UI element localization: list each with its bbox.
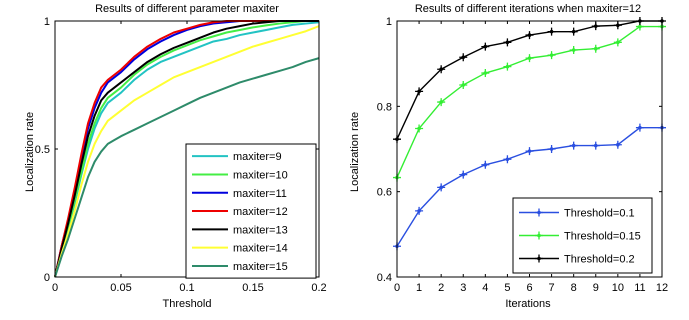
data-point (569, 141, 578, 150)
data-point (481, 42, 490, 51)
x-tick-label: 6 (526, 282, 532, 294)
chart-right-title: Results of different iterations when max… (415, 3, 641, 15)
chart-right-xlabel: Iterations (505, 298, 551, 310)
data-point (437, 183, 446, 192)
y-tick-label: 0.4 (377, 272, 392, 284)
chart-left-xlabel: Threshold (163, 298, 212, 310)
x-tick-label: 12 (656, 282, 668, 294)
y-tick-label: 1 (44, 16, 50, 28)
legend-label: maxiter=10 (233, 169, 288, 181)
y-tick-label: 0.8 (377, 101, 392, 113)
data-point (547, 51, 556, 60)
chart-left-ylabel: Localization rate (24, 112, 36, 192)
y-tick-label: 1 (386, 16, 392, 28)
data-point (613, 38, 622, 47)
data-point (525, 54, 534, 63)
data-point (437, 98, 446, 107)
x-tick-label: 4 (482, 282, 488, 294)
data-point (459, 170, 468, 179)
x-tick-label: 0.05 (110, 282, 131, 294)
x-tick-label: 2 (438, 282, 444, 294)
y-tick-label: 0.5 (35, 144, 50, 156)
x-tick-label: 7 (549, 282, 555, 294)
legend-label: Threshold=0.2 (564, 254, 635, 266)
data-point (613, 140, 622, 149)
data-point (525, 147, 534, 156)
x-tick-label: 9 (593, 282, 599, 294)
data-point (503, 38, 512, 47)
data-point (591, 22, 600, 31)
x-tick-label: 5 (504, 282, 510, 294)
legend-label: maxiter=13 (233, 224, 288, 236)
x-tick-label: 10 (612, 282, 624, 294)
x-tick-label: 0 (52, 282, 58, 294)
x-tick-label: 8 (571, 282, 577, 294)
series-line-maxiter-13 (54, 20, 319, 278)
chart-right-axes-box (396, 20, 663, 278)
legend-label: maxiter=14 (233, 243, 288, 255)
chart-right-ylabel: Localization rate (349, 112, 361, 192)
x-tick-label: 11 (634, 282, 645, 294)
data-point (503, 62, 512, 71)
data-point (613, 21, 622, 30)
series-line-maxiter-15 (54, 57, 320, 278)
legend-marker-dot (537, 210, 541, 215)
series-line-maxiter-14 (54, 25, 320, 278)
data-point (481, 69, 490, 78)
data-point (437, 65, 446, 74)
chart-right-legend: Threshold=0.1 Threshold=0.15 Threshold=0.2 (512, 197, 653, 274)
legend-label: maxiter=11 (233, 188, 287, 200)
chart-left-legend: maxiter=9 maxiter=10 maxiter=11 maxiter=12 m… (185, 143, 317, 279)
data-point (547, 27, 556, 36)
data-point (569, 27, 578, 36)
data-point (547, 145, 556, 153)
chart-left: Results of different parameter maxiter L… (24, 3, 327, 310)
x-tick-label: 0.2 (311, 282, 326, 294)
data-point (459, 81, 468, 89)
legend-label: maxiter=9 (233, 151, 282, 163)
x-tick-label: 3 (460, 282, 466, 294)
data-point (481, 160, 490, 169)
chart-left-x-tick-labels: 0 0.05 0.1 0.15 0.2 (52, 282, 327, 294)
legend-label: Threshold=0.1 (564, 208, 635, 220)
x-tick-label: 1 (416, 282, 422, 294)
data-point (635, 123, 644, 132)
legend-label: Threshold=0.15 (564, 231, 641, 243)
x-tick-label: 0 (394, 282, 400, 294)
chart-right-y-tick-labels: 0.4 0.6 0.8 1 (377, 16, 392, 284)
data-point (591, 141, 600, 150)
chart-left-y-tick-labels: 00.51 (35, 16, 50, 284)
data-point (415, 87, 424, 96)
legend-marker-dot (537, 233, 541, 238)
data-point (459, 53, 468, 62)
data-point (591, 44, 600, 53)
chart-right-x-tick-labels: 0 1 2 3 4 5 6 7 8 9 10 11 12 (394, 282, 668, 294)
legend-marker-dot (537, 256, 541, 261)
legend-label: maxiter=12 (233, 206, 288, 218)
data-point (415, 206, 424, 215)
x-tick-label: 0.15 (242, 282, 263, 294)
y-tick-label: 0 (44, 272, 50, 284)
chart-right: Results of different iterations when max… (349, 3, 668, 310)
x-tick-label: 0.1 (179, 282, 194, 294)
series-line-maxiter-10 (54, 20, 319, 278)
data-point (503, 155, 512, 164)
y-tick-label: 0.6 (377, 187, 392, 199)
data-point (569, 46, 578, 55)
data-point (525, 31, 534, 40)
legend-label: maxiter=15 (233, 261, 288, 273)
data-point (415, 124, 424, 133)
chart-left-title: Results of different parameter maxiter (95, 3, 279, 15)
